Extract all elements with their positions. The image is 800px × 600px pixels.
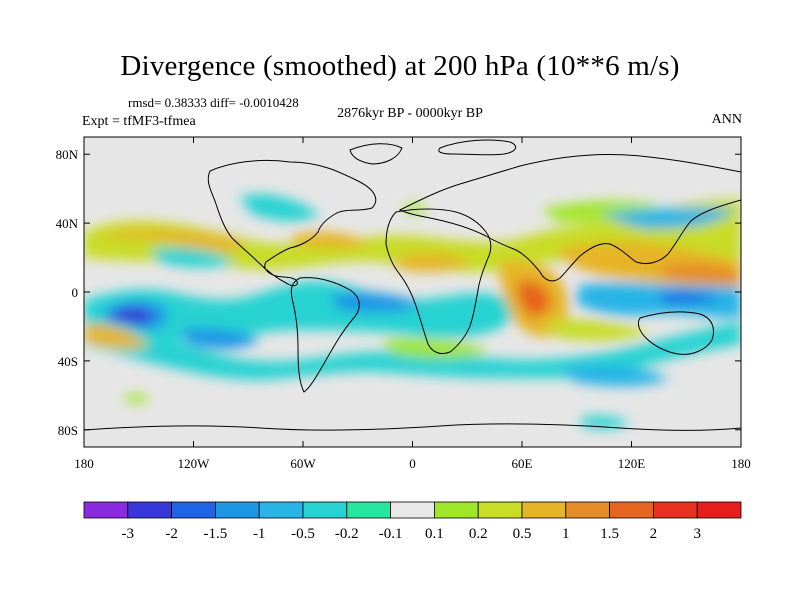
colorbar-label: -0.5 xyxy=(291,526,315,542)
colorbar-box xyxy=(477,501,523,519)
spcz-convergence xyxy=(180,328,260,349)
central-pacific-convergence-core xyxy=(111,307,153,326)
eurasia-coast xyxy=(398,153,741,282)
colorbar-label: 3 xyxy=(693,526,701,542)
colorbar-label: 0.5 xyxy=(513,526,532,542)
australia-coast xyxy=(637,311,714,355)
antarctic-patch xyxy=(580,416,630,429)
mediterranean-patch xyxy=(404,203,428,213)
rmsd-stats: rmsd= 0.38333 diff= -0.0010428 xyxy=(128,95,299,110)
npac-convergence-patch xyxy=(600,207,735,229)
axis-ticks: 180 120W 60W 0 60E 120E 180 80N 40N 0 40S 80S xyxy=(56,137,751,471)
greenland-coast xyxy=(349,143,403,165)
colorbar-label: -2 xyxy=(165,526,178,542)
southern-ocean-convergence xyxy=(560,365,670,387)
colorbar-label: 0.2 xyxy=(469,526,488,542)
colorbar-box xyxy=(653,501,698,519)
colorbar-label: 0.1 xyxy=(425,526,444,542)
y-tick-label: 80N xyxy=(56,147,79,162)
indian-ocean-divergence-core xyxy=(517,280,551,317)
south-america-coast xyxy=(290,277,360,393)
subtropical-pacific-convergence xyxy=(150,247,235,268)
x-tick-label: 120E xyxy=(618,456,646,471)
pacific-orange-patch xyxy=(100,228,244,252)
colorbar-label: 2 xyxy=(650,526,658,542)
wpac-darkorange-patch xyxy=(660,263,741,284)
chart-title: Divergence (smoothed) at 200 hPa (10**6 … xyxy=(120,50,680,82)
south-pacific-divergence xyxy=(84,324,150,349)
time-range-label: 2876kyr BP - 0000kyr BP xyxy=(337,106,483,121)
colorbar-box xyxy=(83,501,129,519)
colorbar-box xyxy=(521,501,567,519)
caribbean-orange-patch xyxy=(290,231,370,248)
colorbar-label: 1.5 xyxy=(600,526,619,542)
x-tick-label: 60W xyxy=(290,456,316,471)
x-tick-label: 60E xyxy=(512,456,533,471)
colorbar-box xyxy=(565,501,610,519)
asia-divergence-patch xyxy=(540,200,660,222)
colorbar-box xyxy=(390,501,435,519)
southern-convergence-band xyxy=(84,319,741,380)
y-tick-label: 0 xyxy=(72,285,79,300)
colorbar-box xyxy=(302,501,348,519)
x-tick-label: 180 xyxy=(731,456,751,471)
colorbar-box xyxy=(127,501,173,519)
y-tick-label: 40S xyxy=(58,354,78,369)
arctic-island-coast xyxy=(438,139,517,156)
na-convergence-patch xyxy=(240,194,320,222)
y-tick-label: 80S xyxy=(58,423,78,438)
africa-coast xyxy=(385,208,492,355)
colorbar-box xyxy=(609,501,654,519)
colorbar-labels: -3 -2 -1.5 -1 -0.5 -0.2 -0.1 0.1 0.2 0.5 1 1.5 2 3 xyxy=(122,526,701,542)
colorbar-box xyxy=(171,501,216,519)
coastlines xyxy=(84,139,741,431)
north-america-coast xyxy=(207,159,377,287)
maritime-convergence-outer xyxy=(575,282,741,318)
divergence-field xyxy=(84,194,741,429)
equatorial-convergence-belt xyxy=(84,281,515,340)
south-atlantic-divergence xyxy=(380,338,490,359)
x-tick-label: 180 xyxy=(74,456,94,471)
colorbar-label: -3 xyxy=(122,526,135,542)
africa-orange-patch xyxy=(395,253,470,272)
colorbar-label: -0.1 xyxy=(379,526,403,542)
x-tick-label: 120W xyxy=(178,456,211,471)
colorbar-label: 1 xyxy=(562,526,570,542)
colorbar-box xyxy=(214,501,260,519)
se-pacific-patch xyxy=(125,393,150,403)
atlantic-convergence-core xyxy=(330,292,420,313)
colorbar-boxes xyxy=(83,501,742,519)
antarctica-coast xyxy=(84,423,741,431)
colorbar-box xyxy=(696,501,742,519)
colorbar-box xyxy=(258,501,304,519)
colorbar-label: -0.2 xyxy=(335,526,359,542)
season-label: ANN xyxy=(711,112,742,127)
colorbar-box xyxy=(433,501,479,519)
experiment-label: Expt = tfMF3-tfmea xyxy=(82,114,196,129)
colorbar-box xyxy=(346,501,391,519)
colorbar-label: -1.5 xyxy=(204,526,228,542)
y-tick-label: 40N xyxy=(56,216,79,231)
colorbar-label: -1 xyxy=(253,526,266,542)
x-tick-label: 0 xyxy=(409,456,416,471)
maritime-convergence-core xyxy=(660,291,720,304)
south-indian-divergence xyxy=(540,319,650,341)
